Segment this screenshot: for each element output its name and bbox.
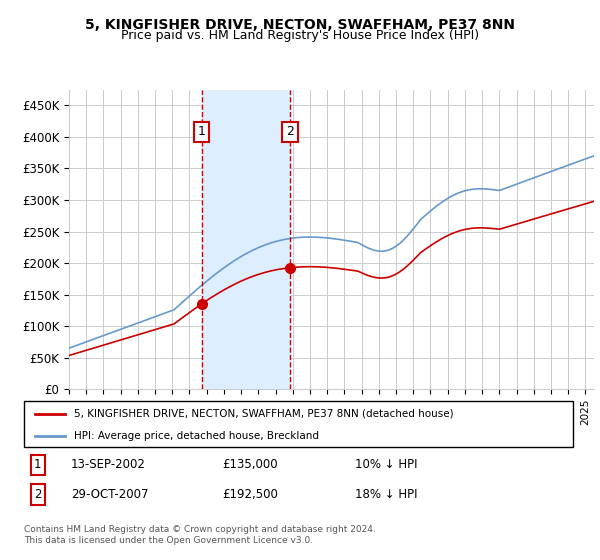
Text: 2: 2 [34,488,41,501]
Text: £135,000: £135,000 [223,458,278,472]
Bar [202,90,290,389]
Text: 2: 2 [286,125,294,138]
Text: 18% ↓ HPI: 18% ↓ HPI [355,488,418,501]
Text: 1: 1 [34,458,41,472]
Text: Price paid vs. HM Land Registry's House Price Index (HPI): Price paid vs. HM Land Registry's House … [121,29,479,42]
Text: 1: 1 [198,125,206,138]
Text: 29-OCT-2007: 29-OCT-2007 [71,488,148,501]
Text: HPI: Average price, detached house, Breckland: HPI: Average price, detached house, Brec… [74,431,319,441]
Text: £192,500: £192,500 [223,488,278,501]
Text: 5, KINGFISHER DRIVE, NECTON, SWAFFHAM, PE37 8NN: 5, KINGFISHER DRIVE, NECTON, SWAFFHAM, P… [85,18,515,32]
FancyBboxPatch shape [24,402,573,447]
Text: Contains HM Land Registry data © Crown copyright and database right 2024.
This d: Contains HM Land Registry data © Crown c… [24,525,376,545]
Text: 13-SEP-2002: 13-SEP-2002 [71,458,146,472]
Text: 10% ↓ HPI: 10% ↓ HPI [355,458,418,472]
Text: 5, KINGFISHER DRIVE, NECTON, SWAFFHAM, PE37 8NN (detached house): 5, KINGFISHER DRIVE, NECTON, SWAFFHAM, P… [74,409,454,419]
